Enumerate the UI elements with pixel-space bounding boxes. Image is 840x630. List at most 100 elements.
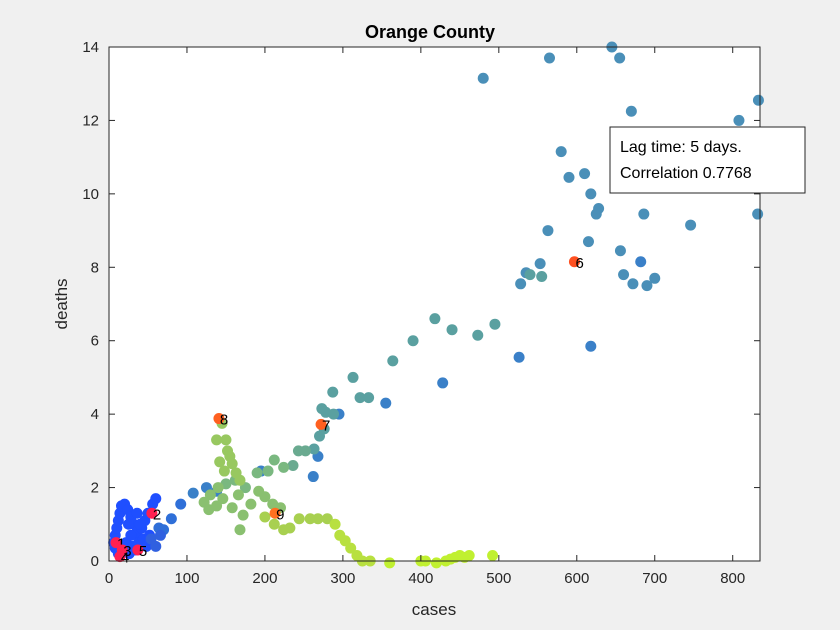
data-point bbox=[563, 171, 575, 183]
labeled-data-point bbox=[132, 544, 144, 556]
data-point bbox=[345, 542, 357, 554]
x-tick-label: 400 bbox=[408, 570, 433, 587]
data-point bbox=[524, 269, 536, 281]
x-axis-label: cases bbox=[412, 600, 456, 619]
data-point bbox=[614, 245, 626, 257]
data-point bbox=[268, 518, 280, 530]
data-point bbox=[131, 507, 143, 519]
data-point bbox=[218, 465, 230, 477]
y-tick-label: 14 bbox=[82, 39, 99, 56]
data-point bbox=[154, 529, 166, 541]
data-point bbox=[446, 324, 458, 336]
data-point bbox=[150, 540, 162, 552]
data-point bbox=[752, 208, 764, 220]
labeled-data-point bbox=[146, 507, 158, 519]
point-label: 2 bbox=[153, 506, 161, 523]
data-point bbox=[220, 434, 232, 446]
data-point bbox=[513, 351, 525, 363]
data-point bbox=[125, 529, 137, 541]
labeled-data-point bbox=[315, 418, 327, 430]
data-point bbox=[165, 513, 177, 525]
data-point bbox=[314, 430, 326, 442]
data-point bbox=[407, 335, 419, 347]
data-point bbox=[477, 72, 489, 84]
x-tick-label: 0 bbox=[105, 570, 113, 587]
x-tick-label: 700 bbox=[642, 570, 667, 587]
data-point bbox=[618, 269, 630, 281]
data-point bbox=[214, 456, 226, 468]
data-point bbox=[543, 52, 555, 64]
data-point bbox=[437, 377, 449, 389]
data-point bbox=[251, 467, 263, 479]
data-point bbox=[579, 168, 591, 180]
x-tick-label: 600 bbox=[564, 570, 589, 587]
point-label: 4 bbox=[121, 550, 129, 567]
data-point bbox=[187, 487, 199, 499]
data-point bbox=[463, 549, 475, 561]
scatter-points bbox=[108, 41, 764, 569]
data-point bbox=[638, 208, 650, 220]
y-axis-label: deaths bbox=[52, 278, 71, 329]
data-point bbox=[472, 329, 484, 341]
axes bbox=[108, 46, 761, 562]
data-point bbox=[363, 392, 375, 404]
data-point bbox=[308, 443, 320, 455]
data-point bbox=[268, 454, 280, 466]
data-point bbox=[312, 513, 324, 525]
data-point bbox=[293, 513, 305, 525]
data-point bbox=[487, 549, 499, 561]
labeled-data-point bbox=[110, 537, 122, 549]
data-point bbox=[212, 482, 224, 494]
data-point bbox=[515, 278, 527, 290]
data-point bbox=[555, 146, 567, 158]
data-point bbox=[641, 280, 653, 292]
y-tick-label: 6 bbox=[91, 333, 99, 350]
data-point bbox=[429, 313, 441, 325]
data-point bbox=[292, 445, 304, 457]
data-point bbox=[237, 509, 249, 521]
y-tick-label: 8 bbox=[91, 259, 99, 276]
labeled-data-point bbox=[114, 551, 126, 563]
data-point bbox=[542, 225, 554, 237]
data-point bbox=[685, 219, 697, 231]
data-point bbox=[226, 502, 238, 514]
x-tick-label: 200 bbox=[252, 570, 277, 587]
y-tick-label: 0 bbox=[91, 553, 99, 570]
data-point bbox=[307, 471, 319, 483]
annotation-lag: Lag time: 5 days. bbox=[620, 139, 742, 156]
data-point bbox=[614, 52, 626, 64]
data-point bbox=[122, 518, 134, 530]
labeled-data-point bbox=[269, 507, 281, 519]
data-point bbox=[635, 256, 647, 268]
point-label: 3 bbox=[123, 543, 131, 560]
data-point bbox=[585, 340, 597, 352]
point-label: 6 bbox=[575, 255, 583, 272]
x-tick-label: 100 bbox=[174, 570, 199, 587]
y-tick-label: 4 bbox=[91, 406, 99, 423]
y-tick-label: 2 bbox=[91, 480, 99, 497]
data-point bbox=[204, 489, 216, 501]
data-point bbox=[278, 461, 290, 473]
data-point bbox=[217, 493, 229, 505]
x-tick-label: 800 bbox=[720, 570, 745, 587]
annotation-frame bbox=[609, 126, 806, 194]
point-label: 9 bbox=[276, 506, 284, 523]
data-point bbox=[430, 557, 442, 569]
data-point bbox=[380, 397, 392, 409]
data-point bbox=[347, 371, 359, 383]
data-point bbox=[232, 489, 244, 501]
y-tick-label: 10 bbox=[82, 186, 99, 203]
data-point bbox=[150, 493, 162, 505]
data-point bbox=[328, 408, 340, 420]
point-label: 7 bbox=[322, 417, 330, 434]
point-label: 8 bbox=[220, 412, 228, 429]
labeled-data-point bbox=[213, 413, 225, 425]
data-point bbox=[259, 491, 271, 503]
x-ticks: 0 100 200 300 400 500 600 700 800 bbox=[105, 47, 745, 587]
data-point bbox=[224, 450, 236, 462]
data-point bbox=[321, 513, 333, 525]
data-point bbox=[287, 460, 299, 472]
data-point bbox=[234, 524, 246, 536]
